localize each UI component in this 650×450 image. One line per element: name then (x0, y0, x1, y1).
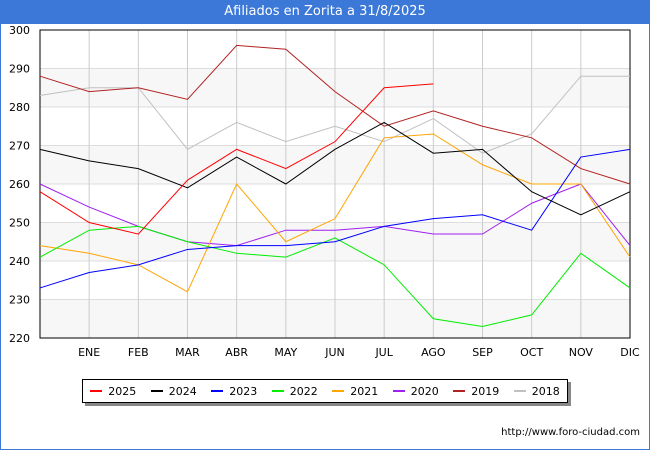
y-tick-label: 250 (9, 217, 30, 230)
legend: 2025 2024 2023 2022 2021 2020 2019 2018 (82, 379, 568, 403)
legend-label: 2018 (531, 384, 560, 398)
footer-url: http://www.foro-ciudad.com (501, 427, 640, 438)
x-tick-label: ABR (225, 346, 248, 359)
y-tick-label: 300 (9, 24, 30, 37)
legend-label: 2025 (108, 384, 137, 398)
legend-swatch (150, 390, 163, 392)
legend-item-2023: 2023 (211, 385, 257, 398)
x-tick-label: AGO (421, 346, 446, 359)
chart-title: Afiliados en Zorita a 31/8/2025 (0, 0, 650, 24)
series-line-2022 (39, 225, 631, 327)
y-tick-label: 240 (9, 255, 30, 268)
legend-item-2025: 2025 (90, 385, 136, 398)
legend-label: 2021 (350, 384, 379, 398)
x-tick-label: JUL (374, 346, 393, 359)
y-tick-label: 290 (9, 63, 30, 76)
y-tick-label: 220 (9, 332, 30, 345)
legend-swatch (271, 390, 284, 392)
y-tick-label: 260 (9, 178, 30, 191)
x-tick-label: MAY (274, 346, 297, 359)
legend-swatch (453, 390, 466, 392)
legend-label: 2023 (229, 384, 258, 398)
legend-label: 2022 (289, 384, 318, 398)
legend-item-2024: 2024 (150, 384, 197, 398)
legend-item-2021: 2021 (332, 385, 378, 398)
y-tick-label: 230 (9, 294, 30, 307)
series-line-2019 (39, 44, 631, 185)
legend-label: 2019 (471, 384, 500, 398)
legend-swatch (392, 390, 405, 392)
series-line-2023 (39, 148, 631, 289)
y-tick-label: 280 (9, 101, 30, 114)
x-tick-label: ENE (78, 346, 100, 359)
legend-swatch (90, 390, 103, 392)
legend-label: 2020 (410, 384, 439, 398)
x-tick-label: FEB (128, 346, 149, 359)
legend-item-2019: 2019 (453, 385, 499, 398)
series-line-2025 (39, 83, 434, 235)
x-tick-label: NOV (569, 346, 594, 359)
y-tick-label: 270 (9, 140, 30, 153)
series-line-2024 (39, 121, 631, 216)
legend-swatch (211, 390, 224, 392)
x-tick-label: DIC (620, 346, 640, 359)
legend-item-2018: 2018 (513, 384, 560, 398)
legend-swatch (513, 390, 526, 392)
legend-item-2022: 2022 (271, 384, 318, 398)
x-tick-label: MAR (175, 346, 200, 359)
x-tick-label: OCT (520, 346, 543, 359)
legend-item-2020: 2020 (392, 384, 439, 398)
legend-label: 2024 (168, 384, 197, 398)
x-tick-label: JUN (324, 346, 345, 359)
x-tick-label: SEP (472, 346, 493, 359)
legend-swatch (332, 390, 345, 392)
